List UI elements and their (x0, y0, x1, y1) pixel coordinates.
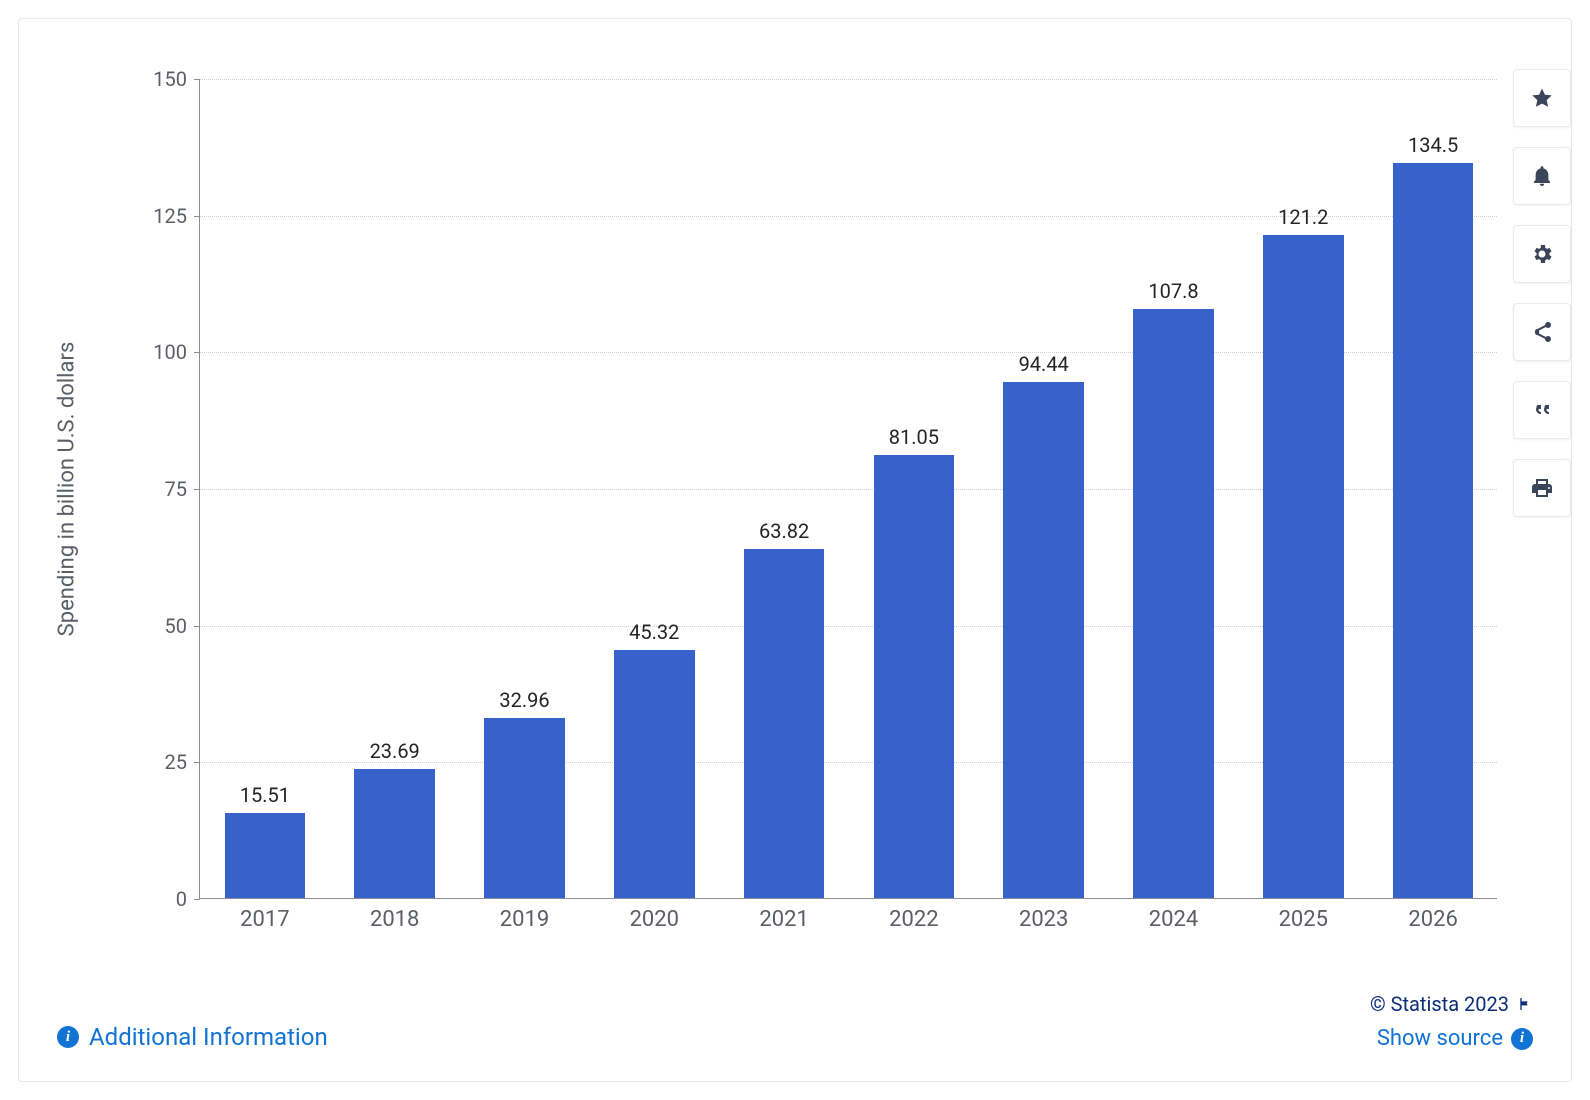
bar-value-label: 45.32 (629, 620, 679, 644)
bar-rect (874, 455, 954, 898)
bar-value-label: 134.5 (1408, 133, 1458, 157)
bar-value-label: 32.96 (499, 688, 549, 712)
bar[interactable]: 94.44 (1003, 352, 1083, 898)
print-icon (1530, 476, 1554, 500)
bar-rect (484, 718, 564, 898)
plot-region: 025507510012515015.51201723.69201832.962… (199, 79, 1497, 899)
info-icon: i (57, 1026, 79, 1048)
bell-button[interactable] (1513, 147, 1571, 205)
gear-icon (1530, 242, 1554, 266)
y-tick-mark (194, 489, 200, 490)
y-tick-mark (194, 762, 200, 763)
bar-value-label: 121.2 (1278, 205, 1328, 229)
show-source-link[interactable]: Show source i (1377, 1026, 1533, 1051)
x-tick-label: 2023 (1019, 907, 1068, 932)
footer-right: © Statista 2023 Show source i (1370, 992, 1533, 1051)
y-axis-label: Spending in billion U.S. dollars (55, 342, 80, 637)
bar-value-label: 15.51 (240, 783, 290, 807)
bar-rect (1003, 382, 1083, 898)
bar-value-label: 23.69 (370, 739, 420, 763)
y-tick-mark (194, 899, 200, 900)
chart-area: 025507510012515015.51201723.69201832.962… (144, 79, 1509, 949)
bar-value-label: 94.44 (1019, 352, 1069, 376)
bar-rect (1263, 235, 1343, 898)
bar-rect (354, 769, 434, 899)
x-tick-label: 2019 (500, 907, 549, 932)
bar[interactable]: 134.5 (1393, 133, 1473, 898)
bar-rect (614, 650, 694, 898)
bar[interactable]: 81.05 (874, 425, 954, 898)
info-icon: i (1511, 1028, 1533, 1050)
bar[interactable]: 32.96 (484, 688, 564, 898)
bar-rect (225, 813, 305, 898)
bar[interactable]: 63.82 (744, 519, 824, 898)
bar-value-label: 63.82 (759, 519, 809, 543)
y-tick-mark (194, 352, 200, 353)
gridline (200, 79, 1497, 80)
bar-value-label: 107.8 (1148, 279, 1198, 303)
print-button[interactable] (1513, 459, 1571, 517)
citation-button[interactable] (1513, 381, 1571, 439)
share-button[interactable] (1513, 303, 1571, 361)
star-icon (1530, 86, 1554, 110)
x-tick-label: 2017 (240, 907, 289, 932)
x-tick-label: 2022 (889, 907, 938, 932)
x-tick-label: 2020 (630, 907, 679, 932)
bar[interactable]: 121.2 (1263, 205, 1343, 898)
quote-icon (1530, 398, 1554, 422)
chart-card: Spending in billion U.S. dollars 0255075… (18, 18, 1572, 1082)
bar[interactable]: 45.32 (614, 620, 694, 898)
star-button[interactable] (1513, 69, 1571, 127)
bell-icon (1530, 164, 1554, 188)
y-tick-mark (194, 216, 200, 217)
x-tick-label: 2026 (1408, 907, 1457, 932)
y-tick-label: 0 (137, 887, 187, 911)
settings-button[interactable] (1513, 225, 1571, 283)
y-tick-label: 25 (137, 750, 187, 774)
bar-rect (1133, 309, 1213, 898)
y-tick-mark (194, 79, 200, 80)
chart-footer: i Additional Information © Statista 2023… (57, 992, 1533, 1051)
bar[interactable]: 15.51 (225, 783, 305, 898)
additional-info-label: Additional Information (89, 1023, 328, 1051)
x-tick-label: 2018 (370, 907, 419, 932)
show-source-label: Show source (1377, 1026, 1503, 1051)
chart-toolbar (1513, 69, 1571, 517)
x-tick-label: 2024 (1149, 907, 1198, 932)
y-tick-mark (194, 626, 200, 627)
y-tick-label: 125 (137, 204, 187, 228)
x-tick-label: 2025 (1279, 907, 1328, 932)
bar[interactable]: 23.69 (354, 739, 434, 899)
y-tick-label: 75 (137, 477, 187, 501)
bar-rect (744, 549, 824, 898)
copyright-label: © Statista 2023 (1370, 992, 1509, 1016)
bar-value-label: 81.05 (889, 425, 939, 449)
bar-rect (1393, 163, 1473, 898)
bar[interactable]: 107.8 (1133, 279, 1213, 898)
x-tick-label: 2021 (759, 907, 808, 932)
copyright-text: © Statista 2023 (1370, 992, 1533, 1016)
share-icon (1530, 320, 1554, 344)
flag-icon (1517, 996, 1533, 1012)
y-tick-label: 50 (137, 614, 187, 638)
additional-info-link[interactable]: i Additional Information (57, 1023, 328, 1051)
y-tick-label: 100 (137, 340, 187, 364)
y-tick-label: 150 (137, 67, 187, 91)
